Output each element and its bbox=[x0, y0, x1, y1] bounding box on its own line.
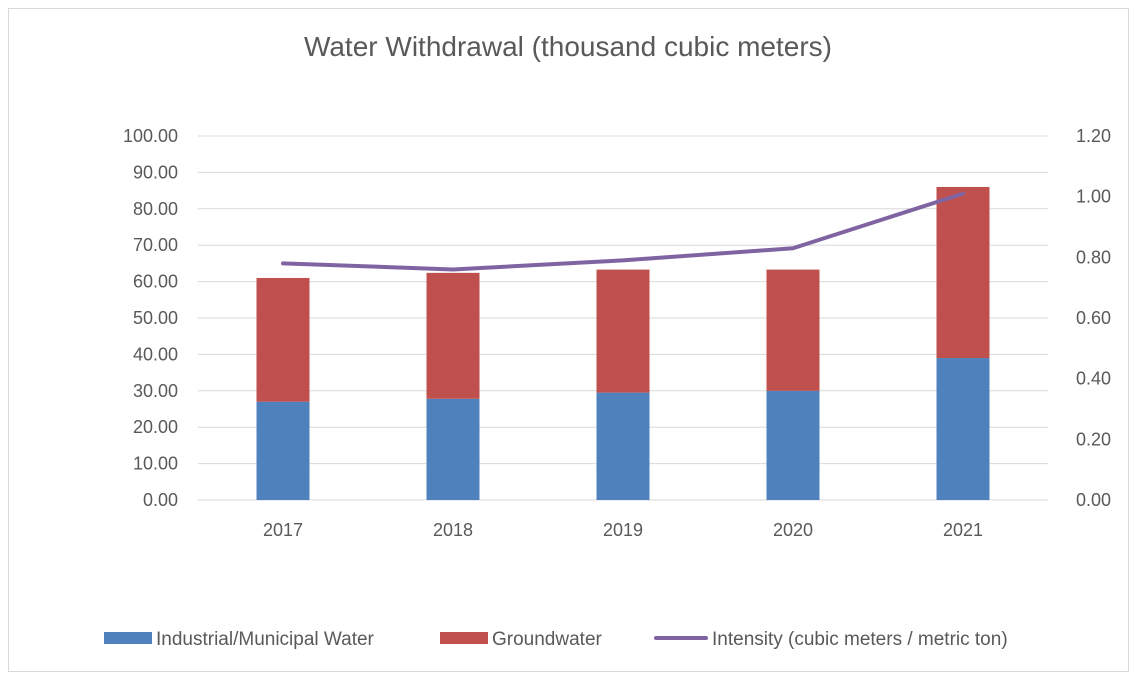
right-tick-label: 0.80 bbox=[1076, 247, 1111, 267]
right-tick-label: 0.60 bbox=[1076, 308, 1111, 328]
right-tick-label: 0.40 bbox=[1076, 369, 1111, 389]
legend-label: Groundwater bbox=[492, 629, 603, 650]
left-tick-label: 40.00 bbox=[133, 344, 178, 364]
right-tick-label: 0.00 bbox=[1076, 490, 1111, 510]
left-tick-label: 20.00 bbox=[133, 417, 178, 437]
x-tick-label: 2017 bbox=[263, 520, 303, 540]
bar-industrial-municipal-2021 bbox=[936, 358, 990, 500]
left-tick-label: 0.00 bbox=[143, 490, 178, 510]
x-tick-label: 2020 bbox=[773, 520, 813, 540]
legend-swatch-0 bbox=[104, 632, 152, 644]
right-axis-ticks: 0.00 0.20 0.40 0.60 0.80 1.00 1.20 bbox=[1076, 126, 1111, 510]
left-tick-label: 100.00 bbox=[123, 126, 178, 146]
x-tick-label: 2018 bbox=[433, 520, 473, 540]
intensity-line bbox=[281, 191, 965, 272]
bar-groundwater-2017 bbox=[256, 277, 310, 402]
bar-industrial-municipal-2018 bbox=[426, 398, 480, 500]
right-tick-label: 1.20 bbox=[1076, 126, 1111, 146]
legend-label: Intensity (cubic meters / metric ton) bbox=[712, 629, 1008, 650]
x-tick-label: 2019 bbox=[603, 520, 643, 540]
chart-title: Water Withdrawal (thousand cubic meters) bbox=[304, 31, 832, 62]
legend: Industrial/Municipal Water Groundwater Int… bbox=[104, 629, 1008, 650]
right-tick-label: 1.00 bbox=[1076, 187, 1111, 207]
bars bbox=[256, 186, 990, 500]
bar-industrial-municipal-2017 bbox=[256, 401, 310, 500]
bar-groundwater-2019 bbox=[596, 269, 650, 393]
x-tick-label: 2021 bbox=[943, 520, 983, 540]
bar-industrial-municipal-2020 bbox=[766, 390, 820, 500]
left-tick-label: 60.00 bbox=[133, 272, 178, 292]
bar-groundwater-2018 bbox=[426, 272, 480, 399]
left-axis-ticks: 0.00 10.00 20.00 30.00 40.00 50.00 60.00 70.00 8… bbox=[123, 126, 178, 510]
gridlines bbox=[198, 135, 1048, 501]
legend-swatch-1 bbox=[440, 632, 488, 644]
left-tick-label: 70.00 bbox=[133, 235, 178, 255]
x-axis-ticks: 2017 2018 2019 2020 2021 bbox=[263, 520, 983, 540]
bar-groundwater-2021 bbox=[936, 186, 990, 359]
left-tick-label: 90.00 bbox=[133, 162, 178, 182]
left-tick-label: 10.00 bbox=[133, 454, 178, 474]
right-tick-label: 0.20 bbox=[1076, 429, 1111, 449]
left-tick-label: 50.00 bbox=[133, 308, 178, 328]
bar-groundwater-2020 bbox=[766, 269, 820, 391]
intensity-line-path bbox=[281, 191, 965, 272]
bar-industrial-municipal-2019 bbox=[596, 392, 650, 500]
left-tick-label: 80.00 bbox=[133, 199, 178, 219]
left-tick-label: 30.00 bbox=[133, 381, 178, 401]
legend-label: Industrial/Municipal Water bbox=[156, 629, 375, 650]
